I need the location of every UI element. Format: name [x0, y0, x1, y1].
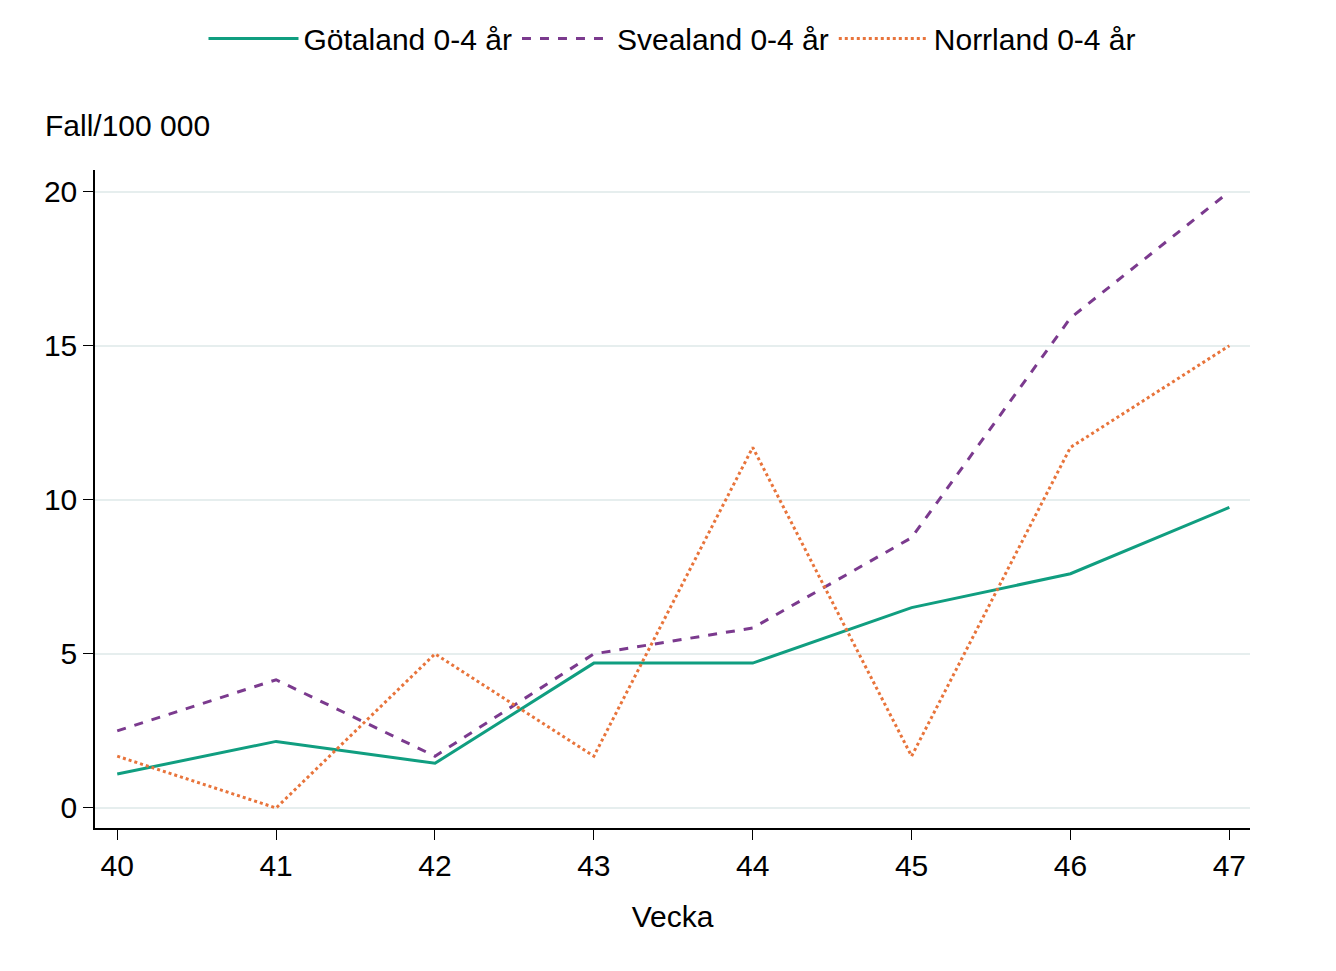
svg-text:0: 0: [61, 791, 78, 824]
svg-text:20: 20: [44, 175, 77, 208]
svg-text:Svealand 0-4 år: Svealand 0-4 år: [617, 23, 829, 56]
svg-text:10: 10: [44, 483, 77, 516]
svg-text:42: 42: [418, 849, 451, 882]
svg-text:40: 40: [101, 849, 134, 882]
svg-text:44: 44: [736, 849, 769, 882]
svg-text:Götaland 0-4 år: Götaland 0-4 år: [304, 23, 512, 56]
svg-text:5: 5: [61, 637, 78, 670]
svg-text:47: 47: [1213, 849, 1246, 882]
svg-text:Vecka: Vecka: [632, 900, 714, 933]
svg-text:Fall/100 000: Fall/100 000: [45, 109, 210, 142]
svg-text:Norrland 0-4 år: Norrland 0-4 år: [934, 23, 1136, 56]
svg-text:41: 41: [259, 849, 292, 882]
svg-text:43: 43: [577, 849, 610, 882]
svg-text:45: 45: [895, 849, 928, 882]
svg-text:15: 15: [44, 329, 77, 362]
svg-text:46: 46: [1054, 849, 1087, 882]
